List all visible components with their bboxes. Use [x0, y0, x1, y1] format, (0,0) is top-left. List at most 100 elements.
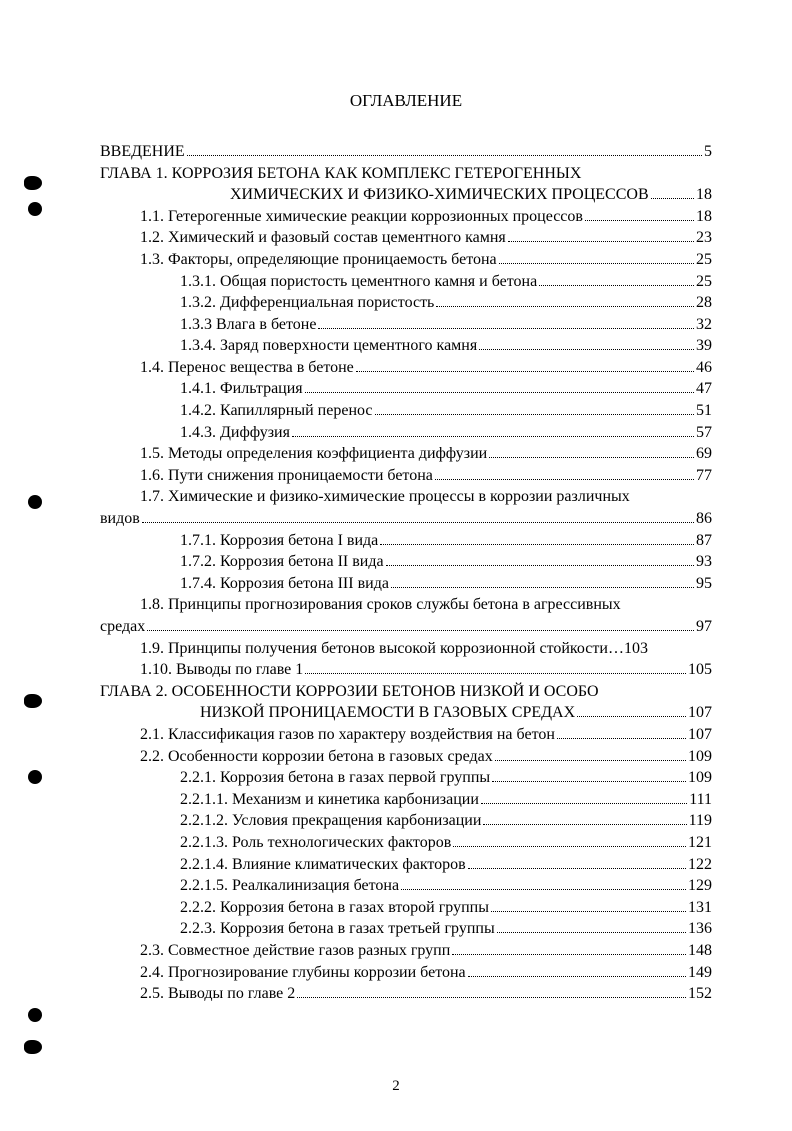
toc-entry: 1.4.2. Капиллярный перенос51	[100, 400, 712, 422]
toc-entry: ГЛАВА 2. ОСОБЕННОСТИ КОРРОЗИИ БЕТОНОВ НИ…	[100, 681, 712, 703]
toc-entry-page: 25	[696, 249, 712, 271]
toc-leader-dots	[585, 220, 694, 221]
punch-hole	[28, 770, 42, 784]
toc-entry-label: 1.3.1. Общая пористость цементного камня…	[180, 271, 537, 293]
toc-entry-label: 2.2.3. Коррозия бетона в газах третьей г…	[180, 918, 495, 940]
toc-leader-dots	[391, 587, 694, 588]
toc-entry-label: 2.2.1. Коррозия бетона в газах первой гр…	[180, 767, 490, 789]
page-footer-number: 2	[0, 1078, 792, 1095]
toc-leader-dots	[491, 911, 686, 912]
toc-entry: 2.2.1.3. Роль технологических факторов 12…	[100, 832, 712, 854]
toc-leader-dots	[452, 954, 686, 955]
toc-entry-label: 1.7.2. Коррозия бетона II вида	[180, 551, 384, 573]
toc-entry: 1.4.1. Фильтрация47	[100, 378, 712, 400]
toc-leader-dots	[483, 824, 686, 825]
toc-leader-dots	[651, 198, 694, 199]
toc-leader-dots	[468, 868, 686, 869]
toc-leader-dots	[305, 673, 686, 674]
toc-entry: 1.7.1. Коррозия бетона I вида 87	[100, 530, 712, 552]
toc-entry-page: 121	[688, 832, 712, 854]
toc-leader-dots	[436, 306, 694, 307]
toc-entry: 1.8. Принципы прогнозирования сроков слу…	[100, 594, 712, 616]
toc-entry-page: 107	[688, 702, 712, 724]
toc-entry-page: 109	[688, 746, 712, 768]
scan-smudge	[24, 176, 42, 190]
toc-entry: 1.3.2. Дифференциальная пористость28	[100, 292, 712, 314]
toc-entry-label: 1.2. Химический и фазовый состав цементн…	[140, 227, 506, 249]
toc-entry-page: 148	[688, 940, 712, 962]
toc-entry: 1.3.4. Заряд поверхности цементного камн…	[100, 335, 712, 357]
toc-entry-label: ГЛАВА 1. КОРРОЗИЯ БЕТОНА КАК КОМПЛЕКС ГЕ…	[100, 163, 581, 185]
toc-entry: 2.2.3. Коррозия бетона в газах третьей г…	[100, 918, 712, 940]
toc-leader-dots	[479, 349, 694, 350]
punch-hole	[28, 202, 42, 216]
toc-entry-page: 77	[696, 465, 712, 487]
toc-leader-dots	[481, 803, 687, 804]
toc-entry: 1.2. Химический и фазовый состав цементн…	[100, 227, 712, 249]
toc-leader-dots	[187, 155, 702, 156]
toc-entry-page: 122	[688, 854, 712, 876]
toc-body: ВВЕДЕНИЕ5ГЛАВА 1. КОРРОЗИЯ БЕТОНА КАК КО…	[100, 141, 712, 1005]
punch-hole	[28, 495, 42, 509]
toc-entry-page: 119	[689, 810, 712, 832]
toc-entry: ВВЕДЕНИЕ5	[100, 141, 712, 163]
scan-smudge	[24, 1040, 42, 1054]
toc-entry: 1.3. Факторы, определяющие проницаемость…	[100, 249, 712, 271]
toc-entry-label: 2.2.1.3. Роль технологических факторов	[180, 832, 451, 854]
toc-entry: 1.1. Гетерогенные химические реакции кор…	[100, 206, 712, 228]
toc-entry: 2.4. Прогнозирование глубины коррозии бе…	[100, 962, 712, 984]
toc-leader-dots	[468, 976, 686, 977]
toc-entry-page: 129	[688, 875, 712, 897]
toc-entry-page: 57	[696, 422, 712, 444]
toc-entry-label: 2.2.1.5. Реалкалинизация бетона	[180, 875, 399, 897]
toc-entry-page: 47	[696, 378, 712, 400]
toc-entry-label: 2.5. Выводы по главе 2	[140, 983, 295, 1005]
toc-leader-dots	[492, 781, 686, 782]
toc-entry: 1.9. Принципы получения бетонов высокой …	[100, 638, 712, 660]
toc-leader-dots	[380, 544, 694, 545]
toc-leader-dots	[356, 371, 694, 372]
toc-leader-dots	[539, 285, 694, 286]
toc-entry: 1.4.3. Диффузия57	[100, 422, 712, 444]
toc-leader-dots	[497, 932, 686, 933]
toc-entry: ХИМИЧЕСКИХ И ФИЗИКО-ХИМИЧЕСКИХ ПРОЦЕССОВ…	[100, 184, 712, 206]
toc-entry: 2.2.1.1. Механизм и кинетика карбонизаци…	[100, 789, 712, 811]
toc-leader-dots	[305, 392, 694, 393]
toc-entry: 1.7.2. Коррозия бетона II вида 93	[100, 551, 712, 573]
toc-entry-label: 1.7. Химические и физико-химические проц…	[140, 486, 630, 508]
toc-entry-page: 25	[696, 271, 712, 293]
toc-entry-page: 18	[696, 184, 712, 206]
toc-leader-dots	[147, 630, 694, 631]
toc-entry-page: 97	[696, 616, 712, 638]
toc-entry-label: 2.2.1.4. Влияние климатических факторов	[180, 854, 466, 876]
toc-entry-label: ВВЕДЕНИЕ	[100, 141, 185, 163]
toc-leader-dots	[499, 263, 694, 264]
punch-hole	[28, 1008, 42, 1022]
toc-leader-dots	[435, 479, 694, 480]
toc-entry: средах97	[100, 616, 712, 638]
toc-entry-label: 1.9. Принципы получения бетонов высокой …	[140, 638, 608, 660]
toc-entry-label: 1.7.1. Коррозия бетона I вида	[180, 530, 378, 552]
toc-entry-label: ХИМИЧЕСКИХ И ФИЗИКО-ХИМИЧЕСКИХ ПРОЦЕССОВ	[230, 184, 649, 206]
toc-entry-label: 2.2.1.2. Условия прекращения карбонизаци…	[180, 810, 481, 832]
toc-entry-page: 95	[696, 573, 712, 595]
toc-entry: 2.3. Совместное действие газов разных гр…	[100, 940, 712, 962]
toc-leader-dots	[142, 522, 694, 523]
toc-entry-page: 107	[688, 724, 712, 746]
toc-entry-page: 93	[696, 551, 712, 573]
toc-entry-page: 152	[688, 983, 712, 1005]
toc-entry-page: 46	[696, 357, 712, 379]
toc-entry: 1.3.3 Влага в бетоне 32	[100, 314, 712, 336]
toc-leader-dots	[318, 328, 694, 329]
toc-entry-label: 1.3. Факторы, определяющие проницаемость…	[140, 249, 497, 271]
toc-entry-page: 136	[688, 918, 712, 940]
toc-entry-label: 1.3.3 Влага в бетоне	[180, 314, 316, 336]
toc-entry-page: 32	[696, 314, 712, 336]
toc-entry-page: 87	[696, 530, 712, 552]
toc-entry-label: 2.4. Прогнозирование глубины коррозии бе…	[140, 962, 466, 984]
toc-leader-dots	[401, 889, 686, 890]
toc-entry: НИЗКОЙ ПРОНИЦАЕМОСТИ В ГАЗОВЫХ СРЕДАХ107	[100, 702, 712, 724]
toc-entry-label: 1.6. Пути снижения проницаемости бетона	[140, 465, 433, 487]
toc-entry-label: ГЛАВА 2. ОСОБЕННОСТИ КОРРОЗИИ БЕТОНОВ НИ…	[100, 681, 599, 703]
toc-entry-label: 2.2. Особенности коррозии бетона в газов…	[140, 746, 493, 768]
